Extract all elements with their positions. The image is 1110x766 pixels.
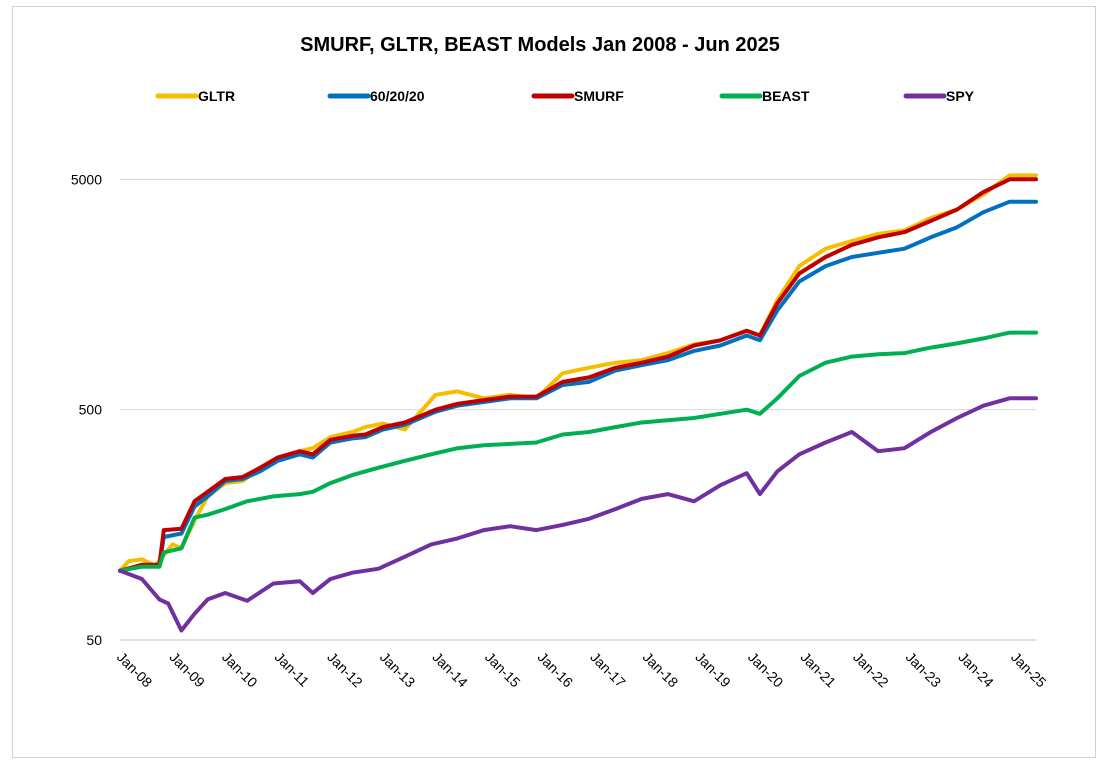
series-line-smurf xyxy=(118,177,1038,573)
chart-title: SMURF, GLTR, BEAST Models Jan 2008 - Jun… xyxy=(300,34,780,56)
legend-item: GLTR xyxy=(155,88,235,104)
x-tick-label: Jan-21 xyxy=(798,649,840,691)
x-tick-label: Jan-20 xyxy=(745,649,787,691)
x-tick-label: Jan-15 xyxy=(482,649,524,691)
x-tick-label: Jan-10 xyxy=(219,649,261,691)
legend-item: SPY xyxy=(903,88,975,104)
y-tick-label: 50 xyxy=(86,632,102,648)
y-tick-label: 500 xyxy=(79,402,103,418)
series-line-60-20-20 xyxy=(118,199,1038,573)
x-tick-label: Jan-09 xyxy=(166,649,208,691)
x-axis-ticks: Jan-08 Jan-09 Jan-10 Jan-11 Jan-12 Jan-13 Jan-… xyxy=(114,649,1050,691)
legend-item: BEAST xyxy=(719,88,810,104)
x-tick-label: Jan-14 xyxy=(429,649,471,691)
x-tick-label: Jan-13 xyxy=(377,649,419,691)
x-tick-label: Jan-24 xyxy=(955,649,997,691)
legend-item: 60/20/20 xyxy=(327,88,425,104)
y-axis-ticks: 50 500 5000 xyxy=(71,171,102,648)
x-tick-label: Jan-19 xyxy=(692,649,734,691)
chart-frame xyxy=(12,6,1096,758)
x-tick-label: Jan-08 xyxy=(114,649,156,691)
x-tick-label: Jan-17 xyxy=(587,649,629,691)
grid-lines xyxy=(120,178,1036,641)
legend-label: SPY xyxy=(946,88,975,104)
series-line-spy xyxy=(118,396,1038,633)
x-tick-label: Jan-12 xyxy=(324,649,366,691)
legend-label: GLTR xyxy=(198,88,235,104)
x-tick-label: Jan-11 xyxy=(272,649,313,690)
x-tick-label: Jan-18 xyxy=(640,649,682,691)
legend: GLTR 60/20/20 SMURF BEAST SPY xyxy=(155,88,975,104)
x-tick-label: Jan-23 xyxy=(903,649,945,691)
legend-label: SMURF xyxy=(574,88,624,104)
x-tick-label: Jan-16 xyxy=(535,649,577,691)
x-tick-label: Jan-22 xyxy=(850,649,892,691)
legend-label: 60/20/20 xyxy=(370,88,425,104)
series-lines xyxy=(118,173,1038,633)
y-tick-label: 5000 xyxy=(71,171,102,187)
legend-label: BEAST xyxy=(762,88,810,104)
legend-item: SMURF xyxy=(531,88,624,104)
series-line-beast xyxy=(118,330,1038,573)
x-tick-label: Jan-25 xyxy=(1008,649,1050,691)
